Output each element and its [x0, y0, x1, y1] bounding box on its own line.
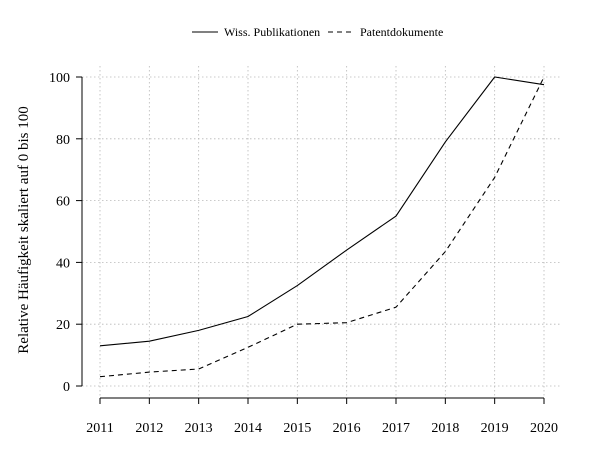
x-tick-label: 2018	[431, 421, 459, 436]
legend-label: Patentdokumente	[360, 25, 443, 39]
y-tick-label: 0	[63, 380, 70, 395]
x-tick-label: 2014	[234, 421, 262, 436]
axes: 0 20 40 60 80 100 2011 2012 2013 2014 2015 2016 2017…	[49, 71, 558, 436]
x-tick-label: 2016	[333, 421, 361, 436]
x-tick-label: 2013	[185, 421, 213, 436]
grid	[82, 66, 562, 398]
x-tick-label: 2020	[530, 421, 558, 436]
y-tick-label: 40	[56, 256, 70, 271]
x-tick-label: 2017	[382, 421, 410, 436]
series-line-publications	[99, 76, 545, 347]
series-line-patents	[99, 76, 545, 378]
y-tick-label: 100	[49, 71, 70, 86]
y-tick-label: 60	[56, 195, 70, 210]
series-lines	[99, 76, 545, 378]
legend-label: Wiss. Publikationen	[224, 25, 320, 39]
y-tick-label: 20	[56, 318, 70, 333]
x-tick-label: 2011	[86, 421, 113, 436]
y-axis-label: Relative Häufigkeit skaliert auf 0 bis 1…	[16, 106, 32, 353]
y-tick-label: 80	[56, 133, 70, 148]
legend: Wiss. Publikationen Patentdokumente	[192, 25, 443, 39]
x-tick-label: 2012	[135, 421, 163, 436]
x-tick-label: 2019	[481, 421, 509, 436]
x-tick-label: 2015	[283, 421, 311, 436]
